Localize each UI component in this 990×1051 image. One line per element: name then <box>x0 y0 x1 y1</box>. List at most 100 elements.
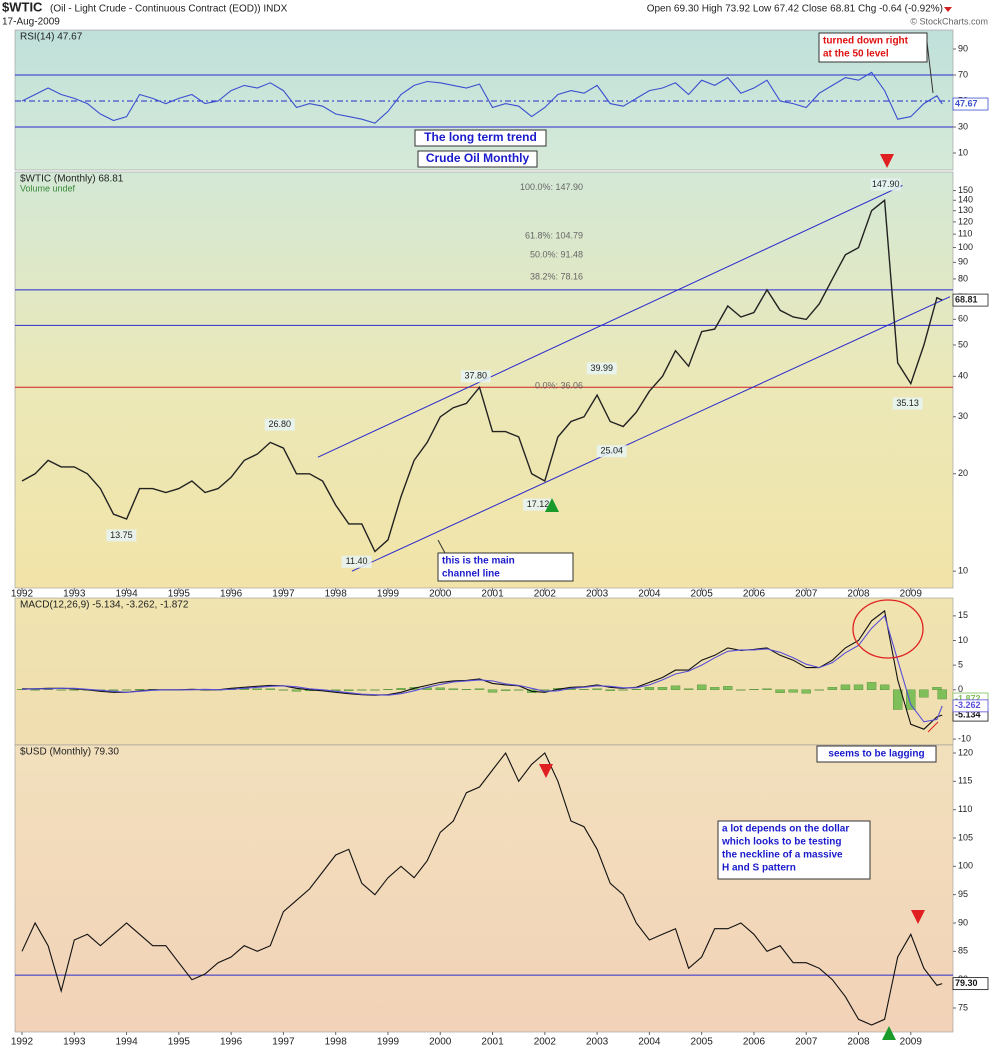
y-tick-label: 120 <box>958 747 973 757</box>
histogram-bar <box>683 688 694 690</box>
note-box <box>717 820 871 880</box>
panel-title: $USD (Monthly) 79.30 <box>20 747 119 758</box>
histogram-bar <box>840 684 851 690</box>
x-tick-label: 1997 <box>272 1037 295 1048</box>
trend-line <box>351 296 951 572</box>
histogram-bar <box>500 689 511 691</box>
note-box <box>818 32 928 63</box>
histogram-bar <box>56 689 66 691</box>
series-line <box>21 751 943 1026</box>
x-tick-label: 1993 <box>63 1037 86 1048</box>
arrow-down <box>911 910 925 924</box>
histogram-bar <box>513 689 524 691</box>
point-label: 26.80 <box>268 419 291 429</box>
histogram-bar <box>43 689 53 690</box>
point-label-box <box>870 178 901 191</box>
note-text: channel line <box>442 569 500 580</box>
y-tick-label: 0 <box>958 684 963 694</box>
note-text: which looks to be testing <box>721 837 841 848</box>
y-tick-label: 140 <box>958 195 973 205</box>
x-tick-label: 2007 <box>795 589 818 600</box>
point-label: 25.04 <box>600 446 623 456</box>
y-tick-label: 40 <box>958 371 968 381</box>
y-tick-label: 115 <box>958 776 972 786</box>
point-label-box <box>523 498 554 511</box>
last-value-box <box>952 977 989 991</box>
y-tick-label: 20 <box>958 468 968 478</box>
x-tick-label: 2000 <box>429 1037 452 1048</box>
histogram-bar <box>853 684 864 690</box>
panel-title: $WTIC (Monthly) 68.81 <box>20 174 124 185</box>
x-tick-label: 2009 <box>900 1037 923 1048</box>
pointer <box>437 539 446 554</box>
y-tick-label: 30 <box>958 411 968 421</box>
note-box <box>437 552 574 582</box>
histogram-bar <box>932 687 942 690</box>
arrow-up <box>882 1026 896 1040</box>
last-value-box <box>952 97 989 111</box>
histogram-bar <box>762 688 772 690</box>
y-tick-label: 90 <box>958 257 968 267</box>
y-tick-label: 80 <box>958 273 968 283</box>
fib-label: 38.2%: 78.16 <box>530 272 583 282</box>
x-tick-label: 2004 <box>638 589 661 600</box>
panel-title: MACD(12,26,9) -5.134, -3.262, -1.872 <box>20 600 189 611</box>
point-label: 35.13 <box>896 398 919 408</box>
y-tick-label: 100 <box>958 242 973 252</box>
x-tick-label: 1999 <box>377 1037 400 1048</box>
x-tick-label: 2008 <box>847 1037 870 1048</box>
histogram-bar <box>357 689 367 691</box>
fib-label: 61.8%: 104.79 <box>525 230 583 240</box>
date: 17-Aug-2009 <box>2 17 60 28</box>
note-box <box>417 150 538 168</box>
histogram-bar <box>134 689 145 690</box>
last-value-label: 47.67 <box>955 98 978 108</box>
histogram-bar <box>579 689 589 690</box>
series-line <box>21 198 943 553</box>
fib-label: 100.0%: 147.90 <box>520 182 583 192</box>
y-tick-label: 105 <box>958 832 973 842</box>
histogram-bar <box>696 684 707 690</box>
pointer <box>927 721 939 733</box>
histogram-bar <box>657 687 668 690</box>
y-tick-label: 150 <box>958 185 973 195</box>
point-label: 147.90 <box>872 179 900 189</box>
y-tick-label: 10 <box>958 635 968 645</box>
histogram-bar <box>370 689 380 691</box>
histogram-bar <box>801 689 811 694</box>
series-line <box>21 614 943 723</box>
point-label: 13.75 <box>110 530 133 540</box>
symbol: $WTIC <box>2 0 43 14</box>
y-tick-label: 95 <box>958 889 968 899</box>
histogram-bar <box>69 689 79 691</box>
x-tick-label: 1996 <box>220 589 243 600</box>
histogram-bar <box>461 689 472 690</box>
histogram-bar <box>710 687 720 690</box>
y-tick-label: 110 <box>958 229 972 239</box>
histogram-bar <box>487 689 498 693</box>
note-text: turned down right <box>823 36 909 47</box>
histogram-bar <box>937 689 947 700</box>
y-tick-label: 90 <box>958 43 968 53</box>
y-tick-label: -10 <box>958 733 971 743</box>
histogram-bar <box>827 687 838 690</box>
decorations <box>437 41 939 1040</box>
y-tick-label: 50 <box>958 339 968 349</box>
note-text: this is the main <box>442 556 515 567</box>
x-tick-label: 2006 <box>743 589 766 600</box>
y-tick-label: 130 <box>958 205 973 215</box>
last-value-label: 68.81 <box>955 294 978 304</box>
histogram-bar <box>618 689 628 691</box>
note-text: Crude Oil Monthly <box>426 151 530 165</box>
point-label: 11.40 <box>346 556 368 566</box>
y-tick-label: 70 <box>958 69 968 79</box>
point-label-box <box>106 529 137 542</box>
panel-title: RSI(14) 47.67 <box>20 32 83 43</box>
histogram-bar <box>278 689 289 691</box>
note-text: a lot depends on the dollar <box>722 824 849 835</box>
last-value-label: 79.30 <box>955 978 978 988</box>
histogram-bar <box>814 689 824 691</box>
y-tick-label: 85 <box>958 946 968 956</box>
trend-line <box>317 185 903 458</box>
